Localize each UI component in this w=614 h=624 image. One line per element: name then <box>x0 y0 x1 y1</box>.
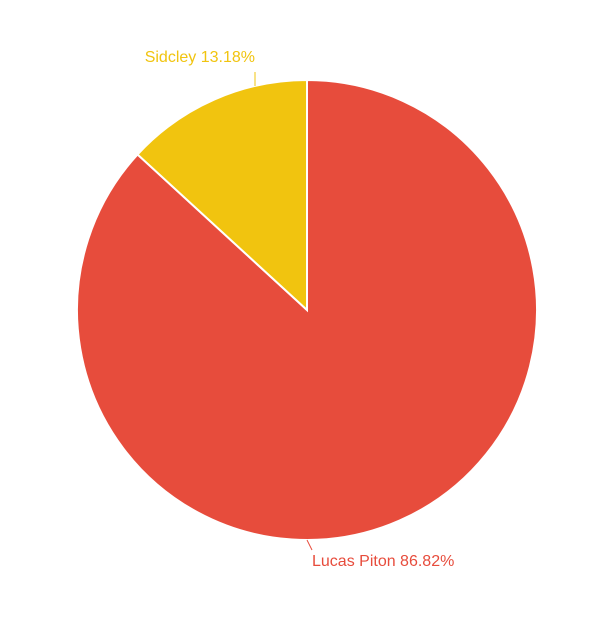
slice-label: Sidcley 13.18% <box>145 49 255 66</box>
leader-line <box>307 540 312 550</box>
pie-svg: Lucas Piton 86.82% Sidcley 13.18% <box>0 0 614 624</box>
pie-chart: Lucas Piton 86.82% Sidcley 13.18% <box>0 0 614 624</box>
slice-label: Lucas Piton 86.82% <box>312 553 454 570</box>
